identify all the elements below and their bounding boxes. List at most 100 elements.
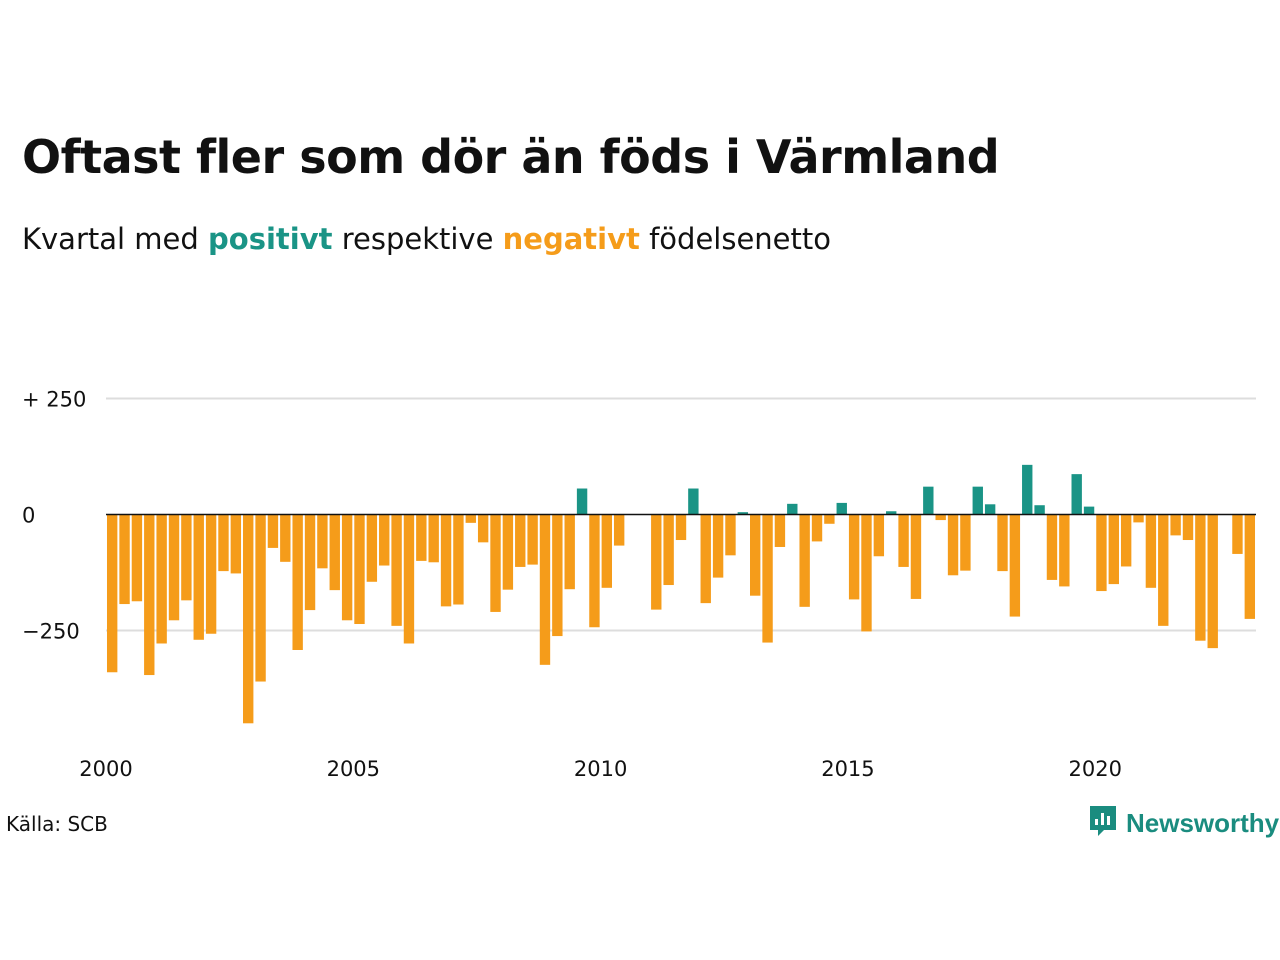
bar <box>923 486 934 515</box>
bar <box>1232 514 1243 554</box>
y-tick-label: + 250 <box>22 388 86 412</box>
bar <box>947 514 959 576</box>
bar <box>1083 506 1095 515</box>
bar <box>341 514 353 621</box>
bar <box>119 514 130 605</box>
bar <box>886 511 897 515</box>
bar <box>972 486 983 515</box>
bar <box>193 514 204 640</box>
bar <box>613 514 625 546</box>
chart-title: Oftast fler som dör än föds i Värmland <box>22 130 1000 184</box>
chart-subtitle: Kvartal med positivt respektive negativt… <box>22 222 831 256</box>
bar <box>156 514 167 644</box>
bar <box>762 514 773 643</box>
bar <box>168 514 180 621</box>
subtitle-positive-label: positivt <box>208 222 333 256</box>
bar <box>527 514 538 565</box>
bar <box>787 503 798 515</box>
bar <box>1108 514 1119 585</box>
bar <box>997 514 1008 572</box>
bar <box>576 488 588 515</box>
bar <box>873 514 885 557</box>
x-tick-label: 2000 <box>79 757 132 781</box>
bar <box>960 514 971 571</box>
bar <box>1022 464 1033 515</box>
brand-name: Newsworthy <box>1126 807 1280 838</box>
bar <box>515 514 526 567</box>
bar <box>589 514 600 628</box>
bar <box>984 504 996 515</box>
bar <box>1158 514 1169 626</box>
bar <box>700 514 711 604</box>
bar <box>1096 514 1107 592</box>
bar <box>205 514 217 634</box>
subtitle-negative-label: negativt <box>502 222 640 256</box>
bar <box>1059 514 1070 587</box>
bar <box>490 514 501 612</box>
bar <box>1244 514 1256 619</box>
bar <box>379 514 390 566</box>
bar <box>391 514 402 626</box>
bar <box>453 514 464 605</box>
bar <box>1145 514 1157 588</box>
bar <box>317 514 328 569</box>
bar <box>292 514 303 650</box>
bar <box>601 514 612 588</box>
bar <box>1195 514 1206 641</box>
bar <box>477 514 489 543</box>
bar <box>366 514 378 582</box>
subtitle-middle: respektive <box>332 222 503 256</box>
bar <box>836 502 847 515</box>
bar <box>131 514 143 602</box>
source-note: Källa: SCB <box>6 812 108 836</box>
axis-layer: + 250 0 −250 2000 2005 2010 2015 2020 <box>22 388 1256 781</box>
bar <box>750 514 761 596</box>
bar <box>688 488 699 515</box>
x-tick-label: 2010 <box>574 757 627 781</box>
bar <box>663 514 674 586</box>
bar <box>329 514 340 591</box>
bar-chart: + 250 0 −250 2000 2005 2010 2015 2020 <box>22 388 1256 781</box>
brand-logo: Newsworthy <box>1088 804 1279 842</box>
bar <box>651 514 662 610</box>
bar <box>1046 514 1058 580</box>
bar <box>1120 514 1132 567</box>
y-tick-label: 0 <box>22 504 35 528</box>
bar <box>181 514 192 601</box>
bar <box>725 514 736 556</box>
bar <box>106 514 118 673</box>
bar <box>552 514 563 637</box>
bar <box>811 514 823 542</box>
bar <box>737 512 749 515</box>
bar <box>1182 514 1194 541</box>
bar <box>935 514 946 521</box>
bar <box>1071 474 1082 515</box>
newsworthy-logo-icon <box>1088 804 1118 842</box>
bar <box>502 514 514 590</box>
bar <box>354 514 365 625</box>
bar <box>1009 514 1021 617</box>
y-tick-label: −250 <box>22 620 80 644</box>
bar-layer <box>106 464 1256 724</box>
bar <box>243 514 254 724</box>
bar <box>218 514 229 572</box>
x-tick-label: 2005 <box>327 757 380 781</box>
bar <box>403 514 415 644</box>
bar <box>1133 514 1144 523</box>
bar <box>230 514 242 574</box>
bar <box>1207 514 1218 649</box>
bar <box>824 514 835 524</box>
bar <box>440 514 452 607</box>
subtitle-suffix: födelsenetto <box>639 222 831 256</box>
bar <box>774 514 786 547</box>
bar <box>910 514 922 599</box>
bar <box>564 514 575 590</box>
bar <box>144 514 155 676</box>
bar <box>267 514 279 548</box>
bar <box>1034 505 1045 515</box>
bar <box>280 514 291 562</box>
bar <box>675 514 687 541</box>
bar <box>1170 514 1181 536</box>
bar <box>428 514 439 563</box>
x-tick-label: 2015 <box>821 757 874 781</box>
